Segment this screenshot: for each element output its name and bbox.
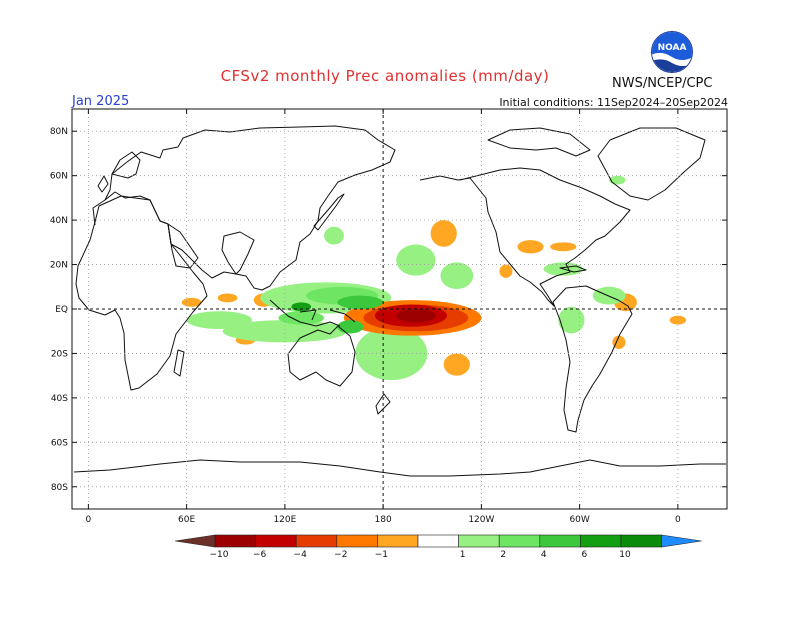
colorbar-label: −2 [334, 550, 347, 560]
eurasia-outline [92, 125, 396, 291]
anomaly-layer [181, 175, 687, 381]
colorbar-segment [498, 534, 541, 548]
anomaly-patch [517, 240, 544, 254]
anomaly-patch [324, 226, 344, 245]
anomaly-patch [499, 264, 513, 278]
colorbar-label: 6 [582, 550, 588, 560]
forecast-month: Jan 2025 [72, 94, 130, 109]
colorbar-segment [377, 534, 419, 548]
colorbar-segment [255, 534, 297, 548]
scandinavia-outline [111, 151, 141, 179]
anomaly-patch [337, 320, 364, 334]
arabia-outline [167, 223, 199, 269]
colorbar-segment [580, 534, 622, 548]
greenland-outline [597, 127, 706, 201]
australia-outline [287, 325, 356, 387]
anomaly-patch [396, 244, 436, 276]
colorbar-segment [295, 534, 338, 548]
anomaly-patch [181, 297, 202, 307]
canada-islands-outline [487, 127, 591, 157]
anomaly-patch [355, 326, 428, 381]
anomaly-patch [430, 220, 457, 247]
map-frame [71, 108, 728, 510]
colorbar-segment [214, 534, 256, 548]
continent-outlines [73, 125, 726, 477]
lat-tick-label: 20S [51, 349, 68, 359]
lat-tick-label: 60S [51, 438, 68, 448]
map-title-block: CFSv2 monthly Prec anomalies (mm/day) [0, 66, 800, 85]
anomaly-patch [186, 311, 253, 329]
lat-tick-label: 40N [50, 216, 68, 226]
anomaly-patch [612, 335, 626, 350]
colorbar-label: 4 [541, 550, 547, 560]
colorbar-segment [620, 534, 662, 548]
lat-tick-label: 20N [50, 261, 68, 271]
colorbar-segment [417, 534, 459, 548]
lat-tick-label: 60N [50, 172, 68, 182]
south-america-outline [552, 285, 633, 433]
map-title: CFSv2 monthly Prec anomalies (mm/day) [220, 67, 550, 85]
lat-tick-label: 40S [51, 394, 68, 404]
anomaly-patch [669, 315, 687, 325]
colorbar-label: −10 [210, 550, 229, 560]
colorbar-label: −1 [375, 550, 388, 560]
antarctica-outline [73, 459, 726, 477]
map-grid [72, 109, 727, 509]
colorbar-label: 1 [460, 550, 466, 560]
new-zealand-outline [375, 393, 391, 415]
india-outline [221, 231, 255, 275]
colorbar-label: 10 [619, 550, 631, 560]
cuba-outline [559, 265, 587, 273]
africa-outline [75, 195, 208, 391]
japan-outline [313, 193, 345, 231]
agency-label: NWS/NCEP/CPC [612, 76, 713, 91]
anomaly-patch [550, 242, 577, 252]
colorbar-high-extension [661, 534, 702, 548]
anomaly-patch [558, 306, 585, 334]
anomaly-patch [396, 309, 436, 323]
anomaly-patch [291, 302, 312, 312]
initial-conditions: Initial conditions: 11Sep2024–20Sep2024 [499, 96, 728, 109]
lon-tick-label: 120W [468, 515, 494, 525]
map-axes: 80N 60N 40N 20N EQ 20S 40S 60S 80S 0 60E 120E 180 120… [50, 109, 727, 525]
colorbar-label: 2 [500, 550, 506, 560]
uk-outline [97, 175, 109, 193]
anomaly-patch [443, 353, 470, 376]
lat-tick-label: 80S [51, 483, 68, 493]
colorbar-segment [458, 534, 500, 548]
anomaly-patch [217, 293, 238, 303]
lon-tick-label: 120E [273, 515, 296, 525]
colorbar-low-extension [174, 534, 216, 548]
madagascar-outline [173, 349, 185, 377]
lon-tick-label: 60W [569, 515, 589, 525]
lat-tick-label: 80N [50, 127, 68, 137]
anomaly-patch [440, 262, 474, 289]
anomaly-patch [609, 175, 626, 185]
lat-tick-label: EQ [55, 305, 68, 315]
north-america-outline [419, 167, 631, 307]
colorbar-segment [539, 534, 581, 548]
lon-tick-label: 0 [86, 515, 92, 525]
colorbar-segment [336, 534, 378, 548]
anomaly-patch [278, 311, 325, 325]
colorbar: −10 −6 −4 −2 −1 1 2 4 6 10 [174, 534, 702, 560]
colorbar-label: −6 [253, 550, 267, 560]
lon-tick-label: 180 [375, 515, 392, 525]
lon-tick-label: 60E [178, 515, 195, 525]
colorbar-label: −4 [294, 550, 308, 560]
lon-tick-label: 0 [675, 515, 681, 525]
anomaly-patch [337, 295, 384, 310]
noaa-logo: NOAA [651, 31, 693, 73]
noaa-logo-text: NOAA [658, 43, 687, 53]
